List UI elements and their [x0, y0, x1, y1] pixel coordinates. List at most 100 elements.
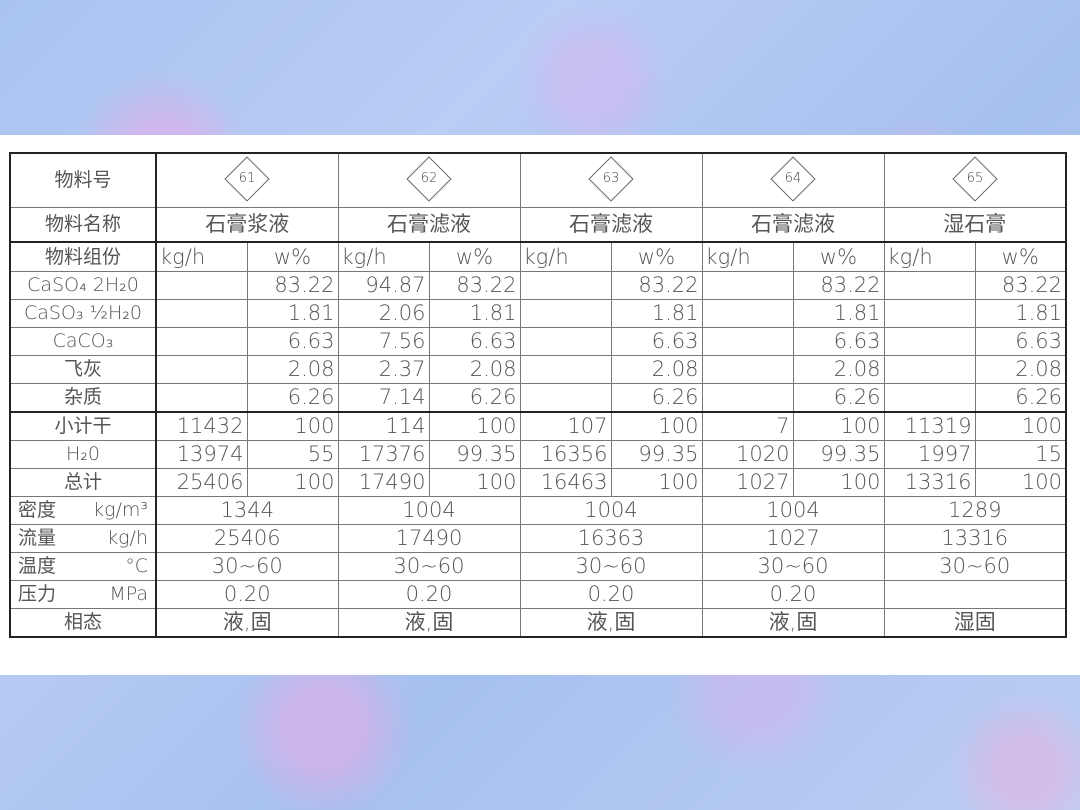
value-cell: 16356 — [519, 440, 612, 469]
stream-number-cell: 65 — [883, 152, 1067, 208]
property-label: 温度 °C — [14, 557, 152, 576]
stream-number-cell: 64 — [701, 152, 885, 208]
diamond-tag-icon: 62 — [406, 155, 452, 202]
value-cell: 100 — [792, 468, 885, 497]
table-row: CaSO₃ ½H₂0 1.81 2.06 1.81 1.81 1.81 1.81 — [9, 299, 1067, 328]
material-balance-table: 物料号 61 62 63 64 65 物料名称 石膏浆液 石膏滤液 石膏滤液 石膏滤液 湿石膏 物料组份… — [9, 152, 1067, 638]
value-cell: 99.35 — [792, 440, 885, 469]
value-cell: 2.08 — [428, 355, 521, 384]
diamond-tag-icon: 63 — [588, 155, 634, 202]
property-value — [883, 580, 1067, 609]
value-cell — [155, 383, 248, 413]
value-cell: 1.81 — [428, 299, 521, 328]
unit-flow: kg/h — [519, 241, 612, 272]
table-row: 温度 °C 30~60 30~60 30~60 30~60 30~60 — [9, 552, 1067, 581]
property-value: 17490 — [337, 524, 521, 553]
value-cell: 83.22 — [974, 271, 1067, 300]
diamond-tag-icon: 64 — [770, 155, 816, 202]
value-cell: 2.08 — [792, 355, 885, 384]
property-label-cell: 相态 — [9, 608, 157, 638]
table-row: 小计干 11432 100 114 100 107 100 7 100 11319 100 — [9, 411, 1067, 441]
value-cell — [701, 383, 794, 413]
value-cell — [701, 271, 794, 300]
row-label: 物料组份 — [9, 241, 157, 272]
value-cell: 6.63 — [610, 327, 703, 356]
row-label: 物料号 — [9, 152, 157, 208]
component-label: 小计干 — [9, 411, 157, 441]
property-label-cell: 流量 kg/h — [9, 524, 157, 553]
property-unit: MPa — [109, 583, 148, 605]
value-cell — [883, 271, 976, 300]
value-cell: 1.81 — [610, 299, 703, 328]
property-value: 0.20 — [337, 580, 521, 609]
component-label: 飞灰 — [9, 355, 157, 384]
stream-number: 63 — [602, 170, 620, 186]
unit-pct: w% — [428, 241, 521, 272]
stream-number-cell: 63 — [519, 152, 703, 208]
unit-row: 物料组份 kg/h w% kg/h w% kg/h w% kg/h w% kg/h w% — [9, 241, 1067, 272]
value-cell — [701, 327, 794, 356]
property-value: 16363 — [519, 524, 703, 553]
property-label-cell: 温度 °C — [9, 552, 157, 581]
unit-pct: w% — [974, 241, 1067, 272]
property-name: 温度 — [18, 555, 57, 577]
stream-number-row: 物料号 61 62 63 64 65 — [9, 152, 1067, 208]
value-cell: 100 — [792, 411, 885, 441]
stream-number: 65 — [966, 170, 984, 186]
value-cell: 2.08 — [246, 355, 339, 384]
unit-pct: w% — [610, 241, 703, 272]
value-cell: 6.63 — [792, 327, 885, 356]
value-cell: 100 — [428, 411, 521, 441]
value-cell: 100 — [246, 411, 339, 441]
table-row: CaSO₄ 2H₂0 83.22 94.87 83.22 83.22 83.22 83.22 — [9, 271, 1067, 300]
property-unit: kg/h — [107, 527, 148, 549]
table-row: CaCO₃ 6.63 7.56 6.63 6.63 6.63 6.63 — [9, 327, 1067, 356]
property-value: 30~60 — [883, 552, 1067, 581]
property-value: 30~60 — [701, 552, 885, 581]
value-cell: 11319 — [883, 411, 976, 441]
property-value: 1004 — [519, 496, 703, 525]
value-cell: 6.26 — [610, 383, 703, 413]
value-cell — [883, 299, 976, 328]
stream-number: 62 — [420, 170, 438, 186]
value-cell — [701, 355, 794, 384]
table-row: H₂0 13974 55 17376 99.35 16356 99.35 1020 99.35 1… — [9, 440, 1067, 469]
diamond-tag-icon: 65 — [952, 155, 998, 202]
stream-number: 61 — [238, 170, 256, 186]
slide-panel: 物料号 61 62 63 64 65 物料名称 石膏浆液 石膏滤液 石膏滤液 石膏滤液 湿石膏 物料组份… — [0, 135, 1080, 675]
stream-number-cell: 62 — [337, 152, 521, 208]
property-label: 压力 MPa — [14, 585, 152, 604]
property-value: 25406 — [155, 524, 339, 553]
value-cell: 2.37 — [337, 355, 430, 384]
value-cell: 99.35 — [610, 440, 703, 469]
value-cell — [155, 327, 248, 356]
property-value: 30~60 — [519, 552, 703, 581]
value-cell — [701, 299, 794, 328]
property-value: 液,固 — [337, 608, 521, 638]
property-name: 压力 — [18, 583, 57, 605]
value-cell: 2.06 — [337, 299, 430, 328]
property-name: 密度 — [18, 499, 57, 521]
table-row: 总计 25406 100 17490 100 16463 100 1027 100 13316 10… — [9, 468, 1067, 497]
value-cell: 25406 — [155, 468, 248, 497]
component-label: 总计 — [9, 468, 157, 497]
value-cell: 100 — [428, 468, 521, 497]
property-value: 0.20 — [701, 580, 885, 609]
value-cell — [155, 355, 248, 384]
value-cell: 99.35 — [428, 440, 521, 469]
value-cell: 15 — [974, 440, 1067, 469]
value-cell: 1020 — [701, 440, 794, 469]
value-cell: 94.87 — [337, 271, 430, 300]
value-cell: 7.14 — [337, 383, 430, 413]
property-label-cell: 压力 MPa — [9, 580, 157, 609]
property-value: 1344 — [155, 496, 339, 525]
stream-name: 石膏浆液 — [155, 207, 339, 243]
value-cell: 6.26 — [792, 383, 885, 413]
unit-pct: w% — [246, 241, 339, 272]
property-label: 流量 kg/h — [14, 529, 152, 548]
value-cell: 83.22 — [792, 271, 885, 300]
property-value: 液,固 — [155, 608, 339, 638]
property-value: 0.20 — [519, 580, 703, 609]
value-cell: 83.22 — [428, 271, 521, 300]
stream-name: 石膏滤液 — [337, 207, 521, 243]
